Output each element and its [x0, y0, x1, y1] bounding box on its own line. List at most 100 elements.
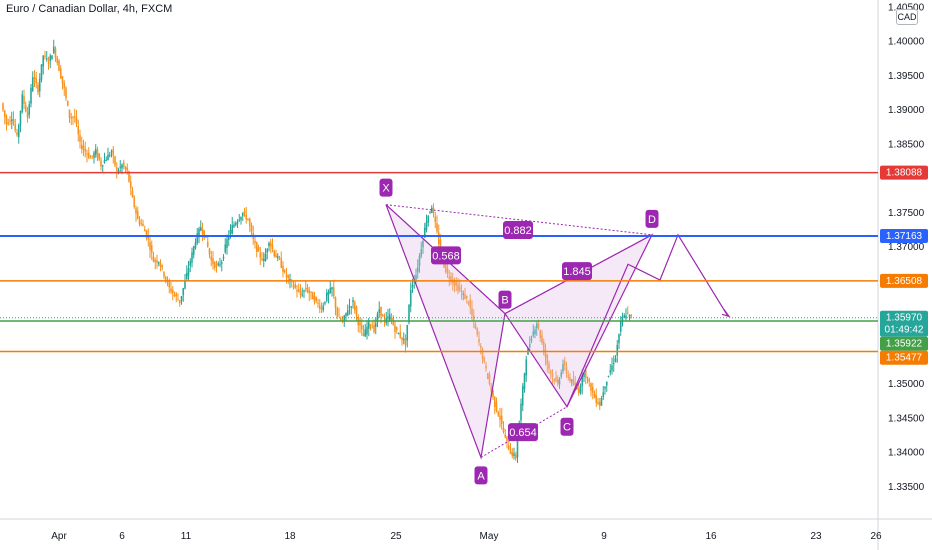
- price-label-box: [880, 228, 928, 243]
- candle-body: [402, 339, 405, 341]
- candle-body: [303, 290, 305, 292]
- candle-body: [154, 260, 157, 262]
- candle-body: [3, 110, 6, 117]
- candle-body: [497, 411, 500, 416]
- x-tick-label: 9: [601, 531, 607, 542]
- candle-body: [555, 377, 557, 381]
- point-c-label: C: [563, 422, 571, 434]
- candle-body: [168, 281, 171, 288]
- candle-body: [593, 393, 596, 399]
- candle-body: [418, 256, 421, 266]
- candle-body: [310, 291, 312, 293]
- candle-body: [458, 286, 461, 291]
- candle-body: [366, 326, 368, 335]
- candle-body: [184, 280, 186, 289]
- ratio-line-xd: [385, 204, 653, 236]
- y-tick-label: 1.40000: [888, 37, 925, 48]
- candle-body: [502, 427, 505, 433]
- candle-body: [327, 291, 330, 296]
- candle-body: [544, 350, 547, 358]
- candle-body: [37, 84, 39, 93]
- candle-body: [289, 279, 291, 281]
- candle-body: [563, 360, 566, 366]
- ratio-label-box: [503, 221, 533, 240]
- candle-body: [269, 242, 272, 246]
- candle-body: [315, 297, 318, 301]
- candle-body: [539, 330, 542, 338]
- candle-body: [572, 379, 575, 385]
- candle-body: [187, 268, 190, 276]
- candle-body: [231, 225, 234, 234]
- candle-body: [411, 285, 414, 288]
- candle-body: [586, 377, 589, 379]
- ratio-label: 1.845: [563, 266, 591, 278]
- candle-body: [415, 275, 417, 282]
- candle-body: [51, 55, 53, 60]
- candle-body: [583, 373, 585, 378]
- currency-label[interactable]: CAD: [896, 9, 918, 25]
- candle-body: [16, 132, 18, 135]
- candle-body: [353, 302, 356, 311]
- price-label-box: [880, 165, 928, 180]
- candle-body: [5, 116, 8, 125]
- candle-body: [549, 370, 552, 374]
- candle-body: [175, 293, 178, 297]
- candle-body: [607, 375, 610, 377]
- point-x-label-box: [379, 178, 393, 197]
- candle-body: [457, 284, 459, 291]
- candle-body: [429, 211, 431, 213]
- y-tick-label: 1.40500: [888, 2, 925, 13]
- candle-body: [248, 219, 251, 226]
- price-label-box: [880, 273, 928, 288]
- candle-body: [373, 324, 375, 332]
- y-tick-label: 1.34000: [888, 448, 925, 459]
- candle-body: [367, 319, 370, 329]
- candle-body: [273, 250, 276, 257]
- candle-body: [44, 55, 46, 57]
- candle-body: [534, 329, 536, 335]
- candle-body: [54, 48, 57, 58]
- candle-body: [33, 77, 36, 80]
- candle-body: [227, 236, 230, 240]
- point-c-label-box: [560, 417, 574, 436]
- ratio-label-box: [562, 262, 592, 281]
- candle-body: [623, 315, 626, 319]
- candle-body: [35, 78, 38, 84]
- candle-body: [455, 281, 458, 286]
- candle-body: [597, 402, 599, 404]
- y-tick-label: 1.38500: [888, 139, 925, 150]
- candle-body: [257, 246, 260, 252]
- candle-body: [425, 221, 428, 231]
- candle-body: [476, 328, 479, 335]
- x-tick-label: 11: [181, 531, 192, 542]
- ratio-label-box: [508, 423, 538, 442]
- candle-body: [324, 301, 326, 304]
- candle-body: [266, 249, 269, 253]
- candle-body: [446, 268, 449, 274]
- candle-body: [28, 104, 31, 115]
- candle-body: [234, 223, 237, 226]
- point-d-label-box: [645, 209, 659, 228]
- candle-body: [210, 256, 213, 261]
- candle-body: [513, 453, 515, 456]
- candle-body: [73, 116, 76, 118]
- x-tick-label: 25: [390, 531, 402, 542]
- point-d-label: D: [648, 214, 656, 226]
- candle-body: [238, 219, 241, 221]
- candle-body: [395, 327, 398, 330]
- candle-body: [569, 377, 571, 381]
- candle-body: [313, 295, 316, 303]
- candle-body: [30, 87, 32, 104]
- candle-body: [178, 300, 181, 304]
- candle-body: [70, 117, 73, 119]
- candle-body: [628, 314, 631, 317]
- candle-body: [121, 164, 123, 169]
- candle-body: [129, 181, 132, 188]
- candle-body: [59, 68, 62, 79]
- candle-body: [329, 287, 332, 293]
- price-label: 1.35922: [886, 339, 923, 350]
- candle-body: [98, 153, 101, 161]
- candle-body: [604, 386, 606, 389]
